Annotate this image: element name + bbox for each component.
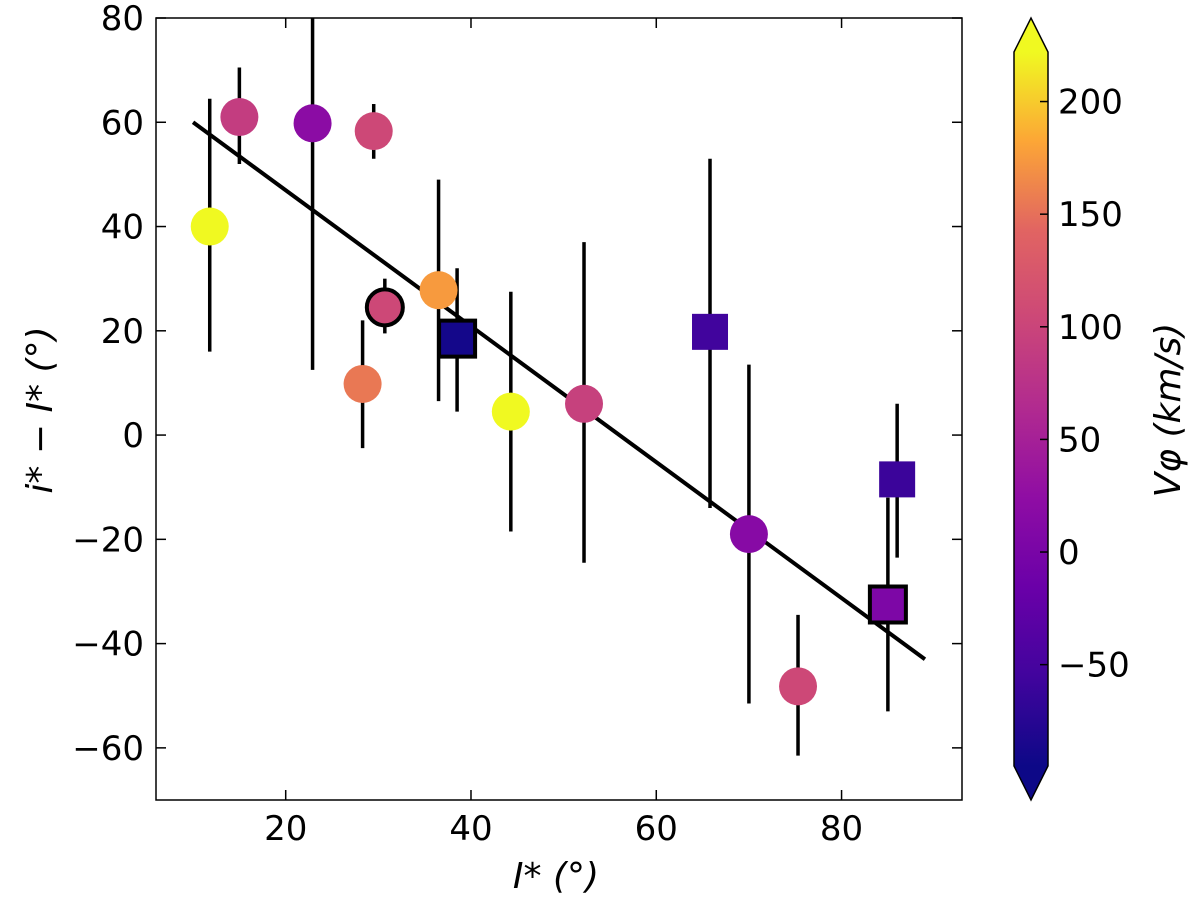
- data-point-circle: [293, 104, 332, 143]
- data-point-square: [437, 318, 478, 359]
- colorbar-gradient: [1014, 52, 1048, 766]
- y-tick-label: −20: [72, 520, 144, 560]
- plot-layer: 20 40 60 80 −60 −40 −20 0 20 40 60 80 −50 0 50 100 150 20…: [72, 0, 1130, 849]
- y-tick-label: 60: [101, 103, 144, 143]
- colorbar-tick-label: 50: [1058, 420, 1101, 460]
- data-point-circle: [779, 667, 818, 706]
- x-axis-label: I* (°): [513, 856, 599, 897]
- colorbar-frame: [1013, 16, 1049, 802]
- colorbar-tick-label: 200: [1058, 83, 1123, 123]
- colorbar-extend-top: [1014, 18, 1048, 52]
- y-tick-label: 0: [122, 416, 144, 456]
- data-point-circle: [354, 112, 393, 151]
- colorbar-extend-bottom: [1014, 766, 1048, 800]
- data-point-circle: [364, 287, 405, 328]
- y-tick-label: 80: [101, 0, 144, 39]
- y-tick-label: 40: [101, 208, 144, 248]
- y-tick-label: −40: [72, 625, 144, 665]
- data-point-circle: [565, 384, 604, 423]
- data-point-circle: [190, 207, 229, 246]
- colorbar-label: Vφ (km/s): [1148, 323, 1189, 498]
- colorbar-tick-label: 100: [1058, 308, 1123, 348]
- x-tick-label: 40: [449, 809, 492, 849]
- data-point-square: [692, 313, 729, 350]
- fit-line: [191, 120, 927, 661]
- data-point-circle: [220, 98, 259, 137]
- data-point-circle: [343, 364, 382, 403]
- colorbar-tick-label: −50: [1058, 646, 1130, 686]
- colorbar-tick-label: 0: [1058, 533, 1080, 573]
- y-tick-label: 20: [101, 312, 144, 352]
- x-tick-label: 20: [264, 809, 307, 849]
- y-axis-label: i* − I* (°): [20, 326, 61, 493]
- x-tick-label: 80: [820, 809, 863, 849]
- y-tick-label: −60: [72, 729, 144, 769]
- data-point-circle: [419, 271, 458, 310]
- data-point-square: [879, 461, 916, 498]
- x-tick-label: 60: [635, 809, 678, 849]
- plot-frame: [155, 17, 963, 801]
- colorbar-tick-label: 150: [1058, 195, 1123, 235]
- data-point-square: [867, 584, 908, 625]
- data-point-circle: [729, 515, 768, 554]
- data-point-circle: [491, 392, 530, 431]
